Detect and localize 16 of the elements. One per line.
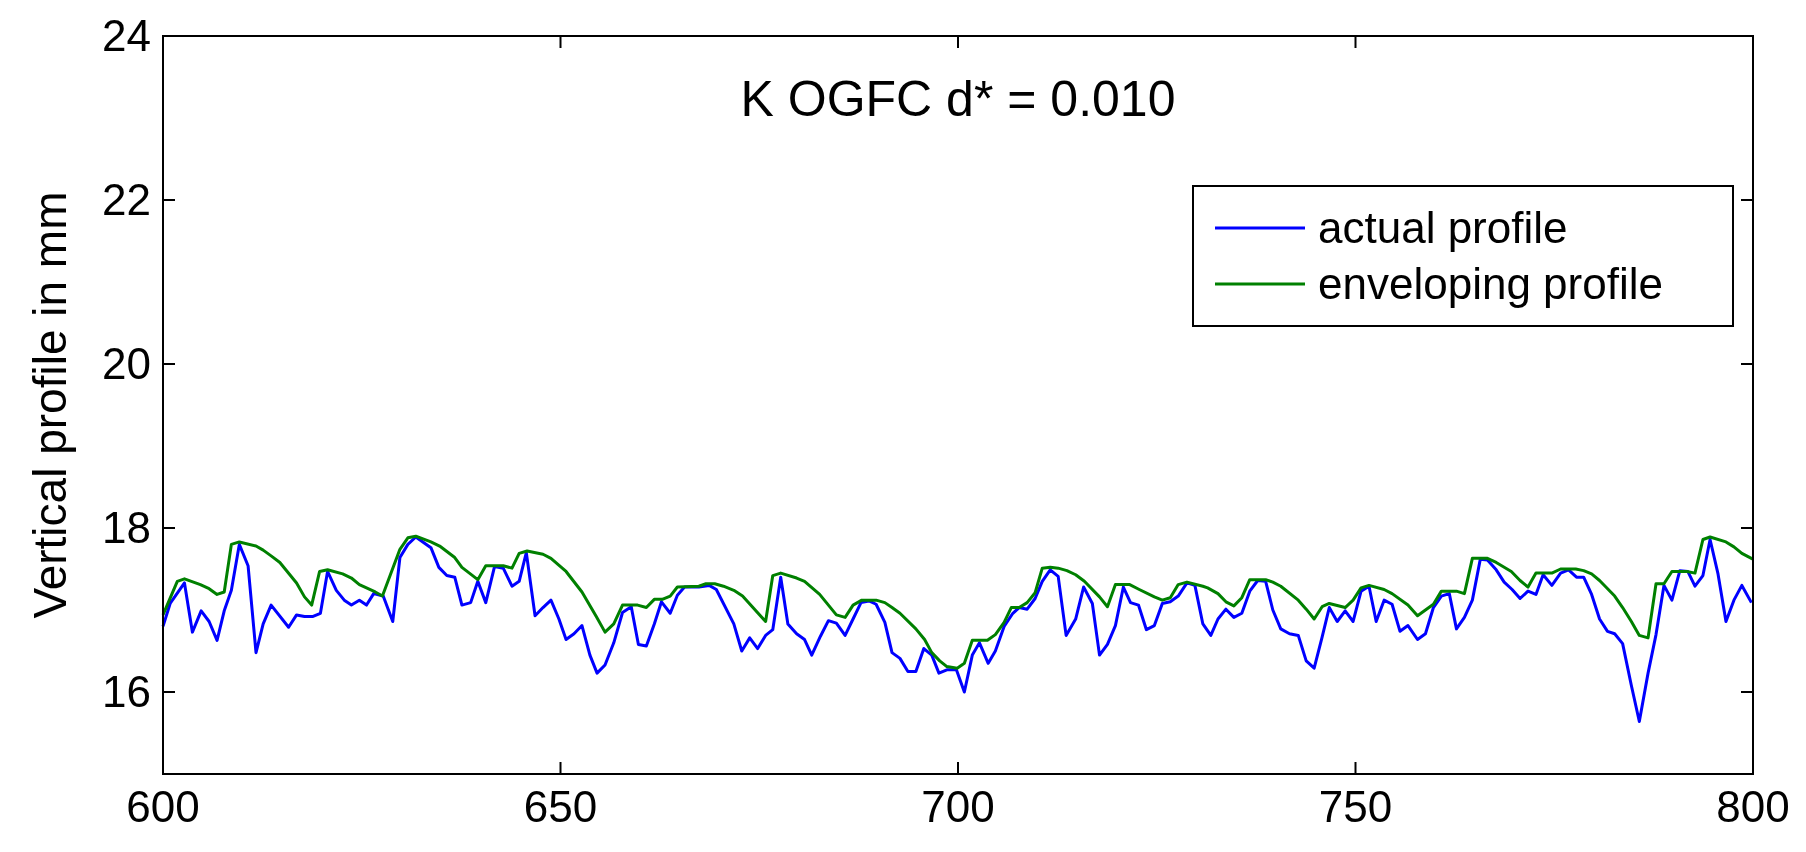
x-tick-label: 750: [1318, 782, 1393, 831]
x-tick-label: 650: [523, 782, 598, 831]
line-series: [161, 534, 1755, 670]
x-tick-label: 600: [126, 782, 200, 831]
line-series: [161, 535, 1753, 724]
y-tick-label: 24: [102, 11, 151, 60]
legend-label: actual profile: [1318, 203, 1568, 252]
text: K OGFC d* = 0.010: [740, 71, 1176, 127]
x-tick-label: 700: [921, 782, 995, 831]
y-tick-label: 16: [102, 667, 151, 716]
y-tick-label: 18: [102, 503, 151, 552]
y-axis-title: Vertical profile in mm: [24, 191, 76, 619]
x-tick-label: 800: [1716, 782, 1790, 831]
y-tick-label: 20: [102, 339, 151, 388]
legend-label: enveloping profile: [1318, 259, 1663, 308]
y-tick-label: 22: [102, 175, 151, 224]
